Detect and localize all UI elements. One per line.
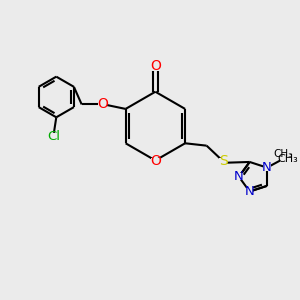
Text: O: O: [150, 59, 161, 73]
Text: O: O: [97, 98, 108, 111]
Text: N: N: [262, 161, 272, 174]
Bar: [246, 188, 253, 195]
Bar: [219, 158, 227, 165]
Text: Cl: Cl: [47, 130, 60, 143]
Text: S: S: [219, 154, 227, 168]
Bar: [263, 164, 271, 171]
Text: N: N: [245, 185, 254, 198]
Bar: [48, 133, 60, 140]
Text: CH₃: CH₃: [278, 154, 298, 164]
Bar: [98, 101, 107, 108]
Bar: [151, 158, 160, 164]
Bar: [235, 173, 243, 180]
Bar: [280, 156, 296, 163]
Text: N: N: [234, 170, 244, 183]
Text: CH₃: CH₃: [273, 149, 292, 159]
Text: O: O: [150, 154, 161, 168]
Bar: [151, 64, 160, 70]
